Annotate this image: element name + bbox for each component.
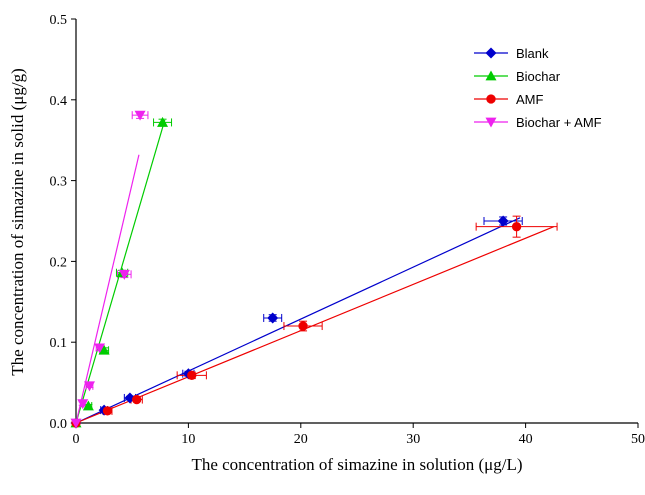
data-point-biochar-amf (135, 111, 146, 121)
y-tick-label: 0.3 (50, 175, 68, 190)
data-point-amf (512, 222, 521, 231)
legend-label-biochar: Biochar (516, 69, 561, 84)
x-tick-label: 30 (406, 432, 420, 447)
legend-label-amf: AMF (516, 92, 544, 107)
x-tick-label: 50 (631, 432, 645, 447)
fit-line-amf (76, 227, 554, 423)
x-tick-label: 40 (519, 432, 533, 447)
x-tick-label: 20 (294, 432, 308, 447)
fit-line-blank (76, 218, 520, 423)
legend-marker-blank (486, 48, 497, 59)
y-tick-label: 0.0 (50, 417, 68, 432)
x-tick-label: 0 (73, 432, 80, 447)
legend-marker-amf (486, 94, 495, 103)
x-axis-title: The concentration of simazine in solutio… (191, 455, 522, 474)
data-point-biochar (157, 117, 168, 127)
y-tick-label: 0.1 (50, 336, 68, 351)
fit-lines (76, 120, 554, 423)
x-tick-label: 10 (181, 432, 195, 447)
y-tick-label: 0.4 (50, 94, 68, 109)
data-point-amf (132, 395, 141, 404)
legend-label-biochar-amf: Biochar + AMF (516, 115, 602, 130)
legend: Blank Biochar AMF Biochar + AMF (474, 46, 602, 130)
y-tick-label: 0.2 (50, 255, 68, 270)
y-tick-label: 0.5 (50, 13, 68, 28)
data-point-amf (298, 321, 307, 330)
legend-label-blank: Blank (516, 46, 549, 61)
data-point-amf (187, 371, 196, 380)
error-bars (79, 111, 557, 415)
data-point-blank (267, 312, 278, 323)
y-axis-title: The concentration of simazine in solid (… (8, 68, 27, 375)
data-point-amf (103, 406, 112, 415)
